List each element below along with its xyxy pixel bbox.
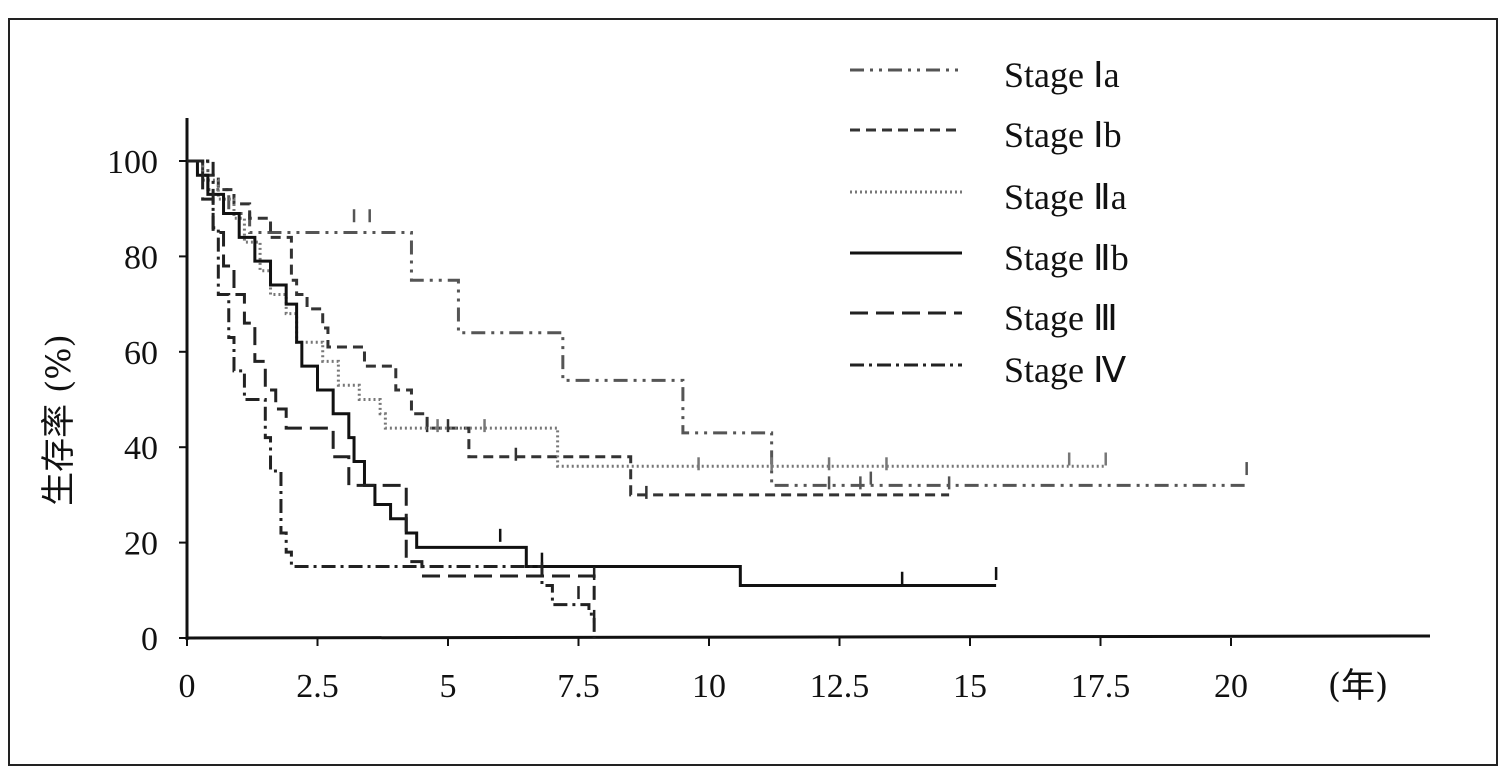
axis-ticks: 0 2.5 5 7.5 10 12.5 15 17.5 20 0 20 40 60 80 100 <box>107 144 1248 705</box>
x-tick-label: 15 <box>953 668 987 705</box>
y-tick-label: 0 <box>141 621 158 658</box>
legend-label: Stage Ⅰb <box>1004 115 1122 155</box>
x-tick-label: 17.5 <box>1071 668 1131 705</box>
legend-label: Stage Ⅰa <box>1004 55 1120 95</box>
y-tick-label: 40 <box>124 430 158 467</box>
series-line-6 <box>187 159 596 638</box>
y-axis-label: 生存率 (%) <box>39 334 79 506</box>
chart-frame <box>8 18 1498 766</box>
y-tick-label: 20 <box>124 526 158 563</box>
series-line-3 <box>187 159 1106 468</box>
series-line-2 <box>187 159 950 497</box>
x-axis-label: (年) <box>1328 666 1389 706</box>
series-layer <box>187 159 1248 638</box>
legend-label: Stage Ⅳ <box>1004 350 1126 390</box>
x-axis-line <box>186 634 1431 640</box>
y-tick-label: 100 <box>107 144 158 181</box>
series-line-1 <box>187 159 1247 487</box>
x-tick-label: 12.5 <box>810 668 870 705</box>
y-tick-label: 60 <box>124 335 158 372</box>
legend-label: Stage Ⅱa <box>1004 177 1127 217</box>
legend: Stage Ⅰa Stage Ⅰb Stage Ⅱa Stage Ⅱb Stage Ⅲ S… <box>850 55 1129 390</box>
series-line-5 <box>187 159 596 600</box>
x-tick-label: 5 <box>440 668 457 705</box>
x-tick-label: 7.5 <box>557 668 600 705</box>
x-tick-label: 0 <box>179 668 196 705</box>
legend-label: Stage Ⅱb <box>1004 238 1129 278</box>
x-tick-label: 20 <box>1214 668 1248 705</box>
legend-label: Stage Ⅲ <box>1004 298 1118 338</box>
series-line-4 <box>187 159 997 588</box>
y-tick-label: 80 <box>124 239 158 276</box>
x-tick-label: 2.5 <box>296 668 339 705</box>
x-tick-label: 10 <box>692 668 726 705</box>
